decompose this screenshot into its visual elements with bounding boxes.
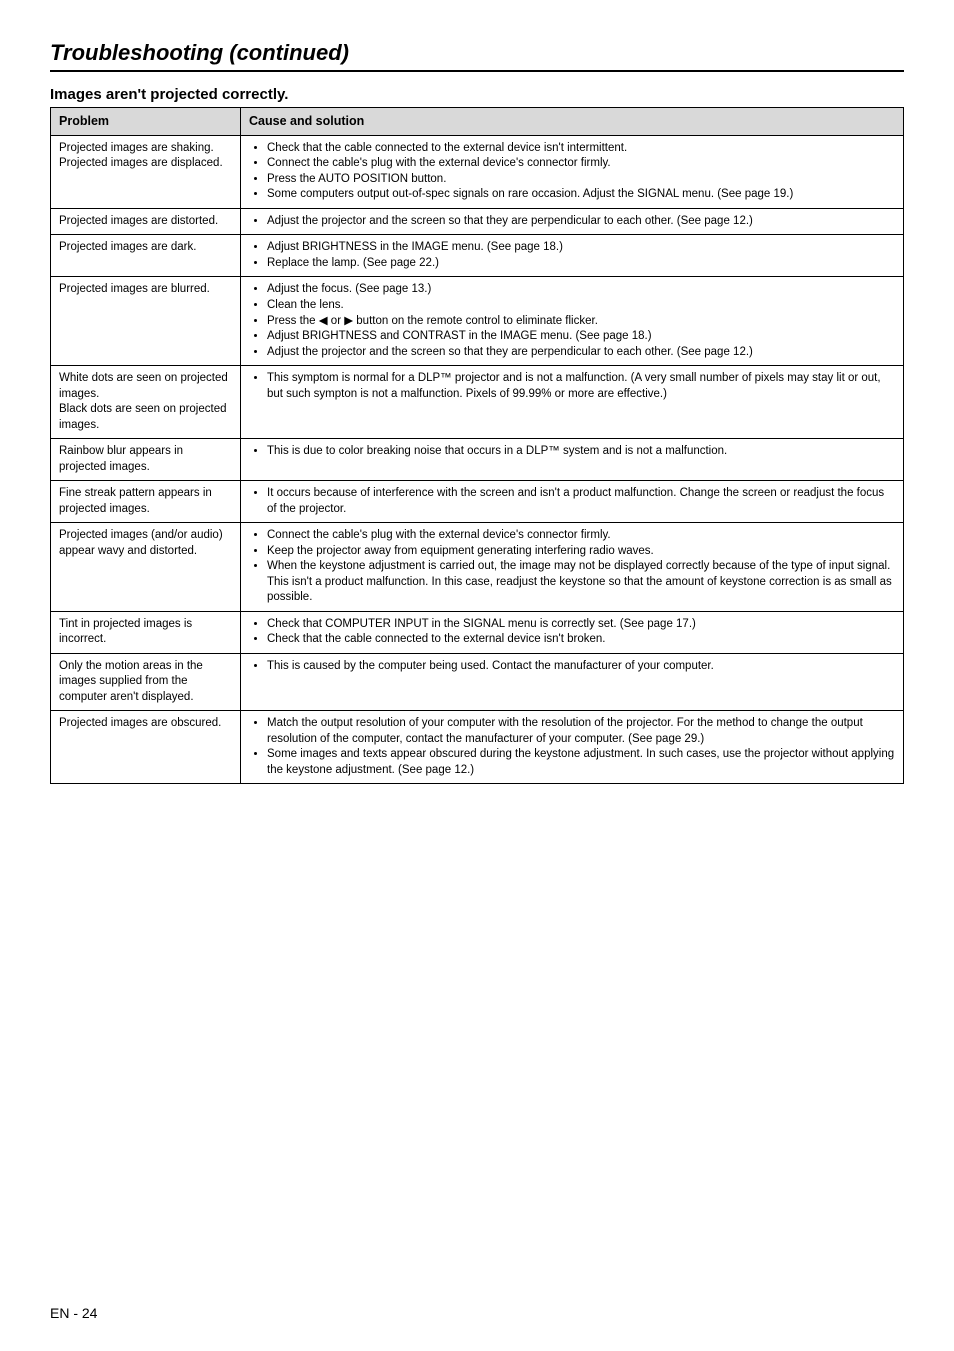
table-row: Projected images are blurred.Adjust the …: [51, 277, 904, 366]
cause-item: Check that the cable connected to the ex…: [267, 141, 895, 157]
cause-cell: Adjust the projector and the screen so t…: [241, 208, 904, 235]
table-row: Projected images are dark. Adjust BRIGHTN…: [51, 235, 904, 277]
cause-list: It occurs because of interference with t…: [249, 486, 895, 517]
cause-item: Adjust the focus. (See page 13.): [267, 282, 895, 298]
cause-cell: Check that the cable connected to the ex…: [241, 135, 904, 208]
problem-cell: Projected images are shaking. Projected …: [51, 135, 241, 208]
cause-list: Adjust the projector and the screen so t…: [249, 214, 895, 230]
cause-item: Adjust BRIGHTNESS in the IMAGE menu. (Se…: [267, 240, 895, 256]
problem-cell: Only the motion areas in the images supp…: [51, 653, 241, 711]
cause-cell: Connect the cable's plug with the extern…: [241, 523, 904, 612]
cause-item: Check that COMPUTER INPUT in the SIGNAL …: [267, 617, 895, 633]
section-title: Images aren't projected correctly.: [50, 86, 904, 103]
problem-cell: Projected images are blurred.: [51, 277, 241, 366]
cause-item: This is caused by the computer being use…: [267, 659, 895, 675]
cause-list: Check that the cable connected to the ex…: [249, 141, 895, 203]
cause-cell: This is caused by the computer being use…: [241, 653, 904, 711]
table-row: White dots are seen on projected images.…: [51, 366, 904, 439]
cause-cell: Match the output resolution of your comp…: [241, 711, 904, 784]
header-problem: Problem: [51, 108, 241, 136]
problem-cell: White dots are seen on projected images.…: [51, 366, 241, 439]
problem-cell: Tint in projected images is incorrect.: [51, 611, 241, 653]
cause-list: Check that COMPUTER INPUT in the SIGNAL …: [249, 617, 895, 648]
cause-item: When the keystone adjustment is carried …: [267, 559, 895, 606]
cause-list: Connect the cable's plug with the extern…: [249, 528, 895, 606]
cause-cell: This symptom is normal for a DLP™ projec…: [241, 366, 904, 439]
problem-cell: Projected images are distorted.: [51, 208, 241, 235]
problem-cell: Fine streak pattern appears in projected…: [51, 481, 241, 523]
cause-item: Replace the lamp. (See page 22.): [267, 256, 895, 272]
cause-item: Adjust BRIGHTNESS and CONTRAST in the IM…: [267, 329, 895, 345]
cause-item: Connect the cable's plug with the extern…: [267, 156, 895, 172]
problem-cell: Projected images (and/or audio) appear w…: [51, 523, 241, 612]
cause-item: Keep the projector away from equipment g…: [267, 544, 895, 560]
cause-list: This is caused by the computer being use…: [249, 659, 895, 675]
page-footer: EN - 24: [50, 1305, 97, 1321]
cause-list: This is due to color breaking noise that…: [249, 444, 895, 460]
cause-item: This symptom is normal for a DLP™ projec…: [267, 371, 895, 402]
cause-list: Adjust BRIGHTNESS in the IMAGE menu. (Se…: [249, 240, 895, 271]
table-row: Fine streak pattern appears in projected…: [51, 481, 904, 523]
cause-cell: Check that COMPUTER INPUT in the SIGNAL …: [241, 611, 904, 653]
problem-cell: Rainbow blur appears in projected images…: [51, 439, 241, 481]
cause-item: Some images and texts appear obscured du…: [267, 747, 895, 778]
table-row: Only the motion areas in the images supp…: [51, 653, 904, 711]
table-row: Projected images are shaking. Projected …: [51, 135, 904, 208]
page-title: Troubleshooting (continued): [50, 40, 904, 72]
table-row: Rainbow blur appears in projected images…: [51, 439, 904, 481]
cause-cell: It occurs because of interference with t…: [241, 481, 904, 523]
cause-item: Connect the cable's plug with the extern…: [267, 528, 895, 544]
problem-cell: Projected images are obscured.: [51, 711, 241, 784]
cause-item: Press the AUTO POSITION button.: [267, 172, 895, 188]
cause-item: This is due to color breaking noise that…: [267, 444, 895, 460]
troubleshooting-table: Problem Cause and solution Projected ima…: [50, 107, 904, 784]
table-row: Tint in projected images is incorrect. Ch…: [51, 611, 904, 653]
cause-item: Clean the lens.: [267, 298, 895, 314]
cause-item: Match the output resolution of your comp…: [267, 716, 895, 747]
table-row: Projected images are obscured. Match the …: [51, 711, 904, 784]
cause-cell: Adjust BRIGHTNESS in the IMAGE menu. (Se…: [241, 235, 904, 277]
cause-item: Adjust the projector and the screen so t…: [267, 345, 895, 361]
cause-cell: This is due to color breaking noise that…: [241, 439, 904, 481]
cause-list: Adjust the focus. (See page 13.)Clean th…: [249, 282, 895, 360]
table-row: Projected images (and/or audio) appear w…: [51, 523, 904, 612]
cause-item: Press the ◀ or ▶ button on the remote co…: [267, 314, 895, 330]
header-cause: Cause and solution: [241, 108, 904, 136]
cause-cell: Adjust the focus. (See page 13.)Clean th…: [241, 277, 904, 366]
cause-item: Some computers output out-of-spec signal…: [267, 187, 895, 203]
cause-list: This symptom is normal for a DLP™ projec…: [249, 371, 895, 402]
cause-item: Check that the cable connected to the ex…: [267, 632, 895, 648]
table-row: Projected images are distorted. Adjust th…: [51, 208, 904, 235]
cause-item: Adjust the projector and the screen so t…: [267, 214, 895, 230]
cause-item: It occurs because of interference with t…: [267, 486, 895, 517]
cause-list: Match the output resolution of your comp…: [249, 716, 895, 778]
problem-cell: Projected images are dark.: [51, 235, 241, 277]
